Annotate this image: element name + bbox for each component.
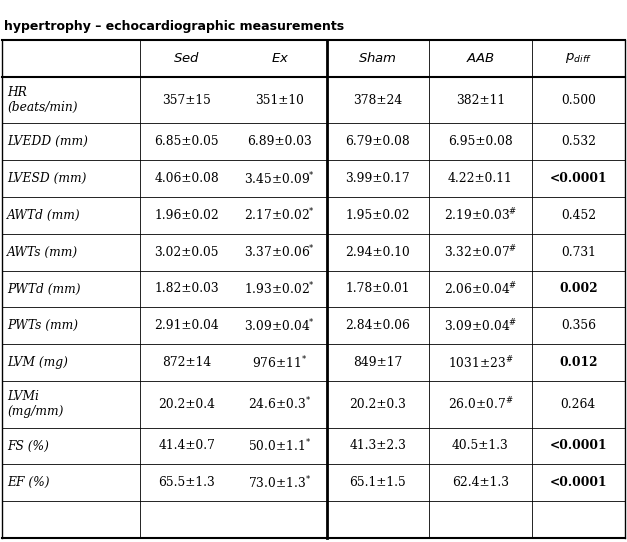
- Text: 3.09±0.04$^{\mathit{*}}$: 3.09±0.04$^{\mathit{*}}$: [245, 318, 315, 334]
- Text: 20.2±0.4: 20.2±0.4: [158, 398, 215, 411]
- Text: 3.02±0.05: 3.02±0.05: [154, 246, 219, 259]
- Text: <0.0001: <0.0001: [550, 172, 607, 185]
- Text: 0.500: 0.500: [561, 94, 596, 107]
- Text: 0.731: 0.731: [561, 246, 596, 259]
- Text: 1.93±0.02$^{\mathit{*}}$: 1.93±0.02$^{\mathit{*}}$: [245, 281, 315, 298]
- Text: 73.0±1.3$^{\mathit{*}}$: 73.0±1.3$^{\mathit{*}}$: [248, 474, 312, 491]
- Text: 50.0±1.1$^{\mathit{*}}$: 50.0±1.1$^{\mathit{*}}$: [248, 437, 312, 454]
- Text: 62.4±1.3: 62.4±1.3: [452, 476, 509, 489]
- Text: 2.94±0.10: 2.94±0.10: [345, 246, 410, 259]
- Text: FS (%): FS (%): [7, 440, 49, 453]
- Text: LVEDD (mm): LVEDD (mm): [7, 136, 88, 148]
- Text: 3.45±0.09$^{\mathit{*}}$: 3.45±0.09$^{\mathit{*}}$: [245, 170, 315, 187]
- Text: 3.37±0.06$^{\mathit{*}}$: 3.37±0.06$^{\mathit{*}}$: [245, 244, 315, 261]
- Text: 0.356: 0.356: [561, 319, 596, 332]
- Text: $\mathit{AAB}$: $\mathit{AAB}$: [466, 52, 495, 65]
- Text: 41.3±2.3: 41.3±2.3: [349, 440, 406, 453]
- Text: 357±15: 357±15: [162, 94, 211, 107]
- Text: 2.17±0.02$^{\mathit{*}}$: 2.17±0.02$^{\mathit{*}}$: [245, 207, 315, 224]
- Text: 4.22±0.11: 4.22±0.11: [448, 172, 513, 185]
- Text: $\mathit{p}$$_{\mathit{diff}}$: $\mathit{p}$$_{\mathit{diff}}$: [565, 51, 592, 66]
- Text: 1.78±0.01: 1.78±0.01: [345, 282, 410, 295]
- Text: 0.012: 0.012: [559, 356, 598, 369]
- Text: 1.96±0.02: 1.96±0.02: [154, 209, 219, 222]
- Text: 3.09±0.04$^{\#}$: 3.09±0.04$^{\#}$: [444, 318, 517, 334]
- Text: 3.32±0.07$^{\#}$: 3.32±0.07$^{\#}$: [444, 244, 517, 261]
- Text: $\mathit{Sed}$: $\mathit{Sed}$: [173, 51, 200, 66]
- Text: 20.2±0.3: 20.2±0.3: [349, 398, 406, 411]
- Text: $\mathit{Sham}$: $\mathit{Sham}$: [359, 51, 398, 66]
- Text: PWTs (mm): PWTs (mm): [7, 319, 78, 332]
- Text: 382±11: 382±11: [456, 94, 505, 107]
- Text: 40.5±1.3: 40.5±1.3: [452, 440, 509, 453]
- Text: AWTs (mm): AWTs (mm): [7, 246, 78, 259]
- Text: 26.0±0.7$^{\#}$: 26.0±0.7$^{\#}$: [448, 396, 514, 412]
- Text: 2.91±0.04: 2.91±0.04: [154, 319, 219, 332]
- Text: 1.82±0.03: 1.82±0.03: [154, 282, 219, 295]
- Text: 0.002: 0.002: [559, 282, 598, 295]
- Text: EF (%): EF (%): [7, 476, 50, 489]
- Text: $\mathit{Ex}$: $\mathit{Ex}$: [271, 52, 289, 65]
- Text: hypertrophy – echocardiographic measurements: hypertrophy – echocardiographic measurem…: [4, 20, 344, 33]
- Text: 6.95±0.08: 6.95±0.08: [448, 136, 513, 148]
- Text: AWTd (mm): AWTd (mm): [7, 209, 81, 222]
- Text: 6.89±0.03: 6.89±0.03: [248, 136, 312, 148]
- Text: PWTd (mm): PWTd (mm): [7, 282, 80, 295]
- Text: <0.0001: <0.0001: [550, 476, 607, 489]
- Text: 976±11$^{\mathit{*}}$: 976±11$^{\mathit{*}}$: [252, 354, 308, 371]
- Text: 378±24: 378±24: [353, 94, 403, 107]
- Text: 2.84±0.06: 2.84±0.06: [345, 319, 410, 332]
- Text: HR
(beats/min): HR (beats/min): [7, 86, 78, 114]
- Text: 65.5±1.3: 65.5±1.3: [158, 476, 215, 489]
- Text: LVM (mg): LVM (mg): [7, 356, 68, 369]
- Text: 6.79±0.08: 6.79±0.08: [345, 136, 410, 148]
- Text: 1.95±0.02: 1.95±0.02: [345, 209, 410, 222]
- Text: 351±10: 351±10: [255, 94, 304, 107]
- Text: 0.452: 0.452: [561, 209, 596, 222]
- Text: 0.532: 0.532: [561, 136, 596, 148]
- Text: <0.0001: <0.0001: [550, 440, 607, 453]
- Text: 24.6±0.3$^{\mathit{*}}$: 24.6±0.3$^{\mathit{*}}$: [248, 396, 312, 412]
- Text: 2.19±0.03$^{\#}$: 2.19±0.03$^{\#}$: [444, 207, 517, 224]
- Text: 1031±23$^{\#}$: 1031±23$^{\#}$: [448, 354, 514, 371]
- Text: LVESD (mm): LVESD (mm): [7, 172, 87, 185]
- Text: LVMi
(mg/mm): LVMi (mg/mm): [7, 390, 63, 418]
- Text: 849±17: 849±17: [353, 356, 403, 369]
- Text: 3.99±0.17: 3.99±0.17: [345, 172, 410, 185]
- Text: 0.264: 0.264: [561, 398, 596, 411]
- Text: 6.85±0.05: 6.85±0.05: [154, 136, 219, 148]
- Text: 65.1±1.5: 65.1±1.5: [349, 476, 406, 489]
- Text: 2.06±0.04$^{\#}$: 2.06±0.04$^{\#}$: [444, 281, 517, 298]
- Text: 4.06±0.08: 4.06±0.08: [154, 172, 219, 185]
- Text: 872±14: 872±14: [162, 356, 211, 369]
- Text: 41.4±0.7: 41.4±0.7: [158, 440, 215, 453]
